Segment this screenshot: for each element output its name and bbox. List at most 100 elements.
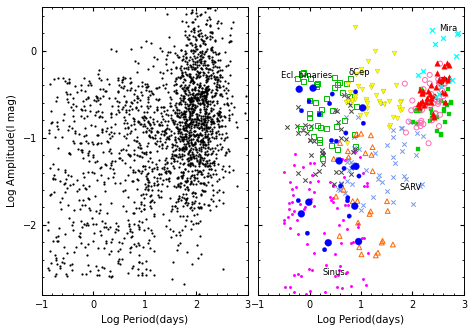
Point	[199, 120, 206, 125]
Point	[46, 130, 53, 136]
Point	[166, 95, 174, 100]
Point	[433, 70, 440, 75]
Point	[181, 99, 189, 105]
Point	[351, 204, 358, 209]
Point	[155, 181, 162, 187]
Point	[201, 62, 209, 67]
Point	[84, 262, 92, 268]
Point	[132, 205, 140, 210]
Point	[139, 164, 147, 169]
Point	[128, 128, 135, 134]
Point	[53, 262, 60, 267]
Point	[126, 130, 133, 136]
Point	[186, 161, 194, 166]
Point	[216, 75, 223, 80]
Point	[151, 140, 158, 145]
Point	[186, 112, 194, 118]
Point	[173, 199, 180, 205]
Point	[204, 179, 212, 184]
Point	[81, 125, 89, 131]
Point	[183, 184, 191, 190]
Point	[185, 148, 193, 154]
Point	[221, 114, 229, 120]
Point	[202, 77, 210, 82]
Point	[133, 69, 141, 75]
Point	[203, 74, 210, 79]
Point	[111, 158, 118, 163]
Point	[201, 151, 209, 156]
Point	[206, 5, 213, 11]
Point	[106, 147, 114, 152]
Point	[173, 208, 181, 213]
Point	[149, 135, 157, 141]
Point	[146, 199, 154, 204]
Point	[190, 117, 197, 122]
Point	[124, 172, 131, 177]
Point	[193, 159, 201, 164]
Point	[204, 118, 212, 123]
Point	[94, 245, 102, 251]
Point	[197, 123, 205, 128]
Point	[93, 142, 101, 147]
Point	[191, 29, 198, 35]
Point	[217, 114, 224, 119]
Point	[209, 199, 217, 204]
Point	[163, 126, 170, 132]
Point	[146, 267, 154, 273]
Point	[162, 82, 170, 87]
Point	[155, 171, 163, 177]
Point	[102, 162, 109, 167]
Point	[349, 199, 356, 204]
Point	[215, 197, 222, 202]
Point	[191, 212, 198, 217]
Point	[188, 207, 196, 212]
Point	[317, 125, 324, 130]
Point	[164, 123, 171, 128]
Point	[184, 136, 191, 141]
Point	[191, 145, 199, 150]
Point	[197, 91, 204, 96]
Point	[426, 72, 433, 78]
Point	[164, 89, 172, 94]
Point	[433, 114, 440, 120]
Point	[72, 103, 80, 109]
Point	[383, 189, 391, 194]
Point	[200, 96, 208, 101]
Point	[185, 125, 193, 130]
Point	[206, 124, 213, 129]
Point	[187, 94, 194, 100]
Point	[193, 125, 201, 130]
Point	[79, 202, 86, 208]
Point	[140, 121, 148, 126]
Point	[195, 125, 202, 130]
Point	[197, 52, 205, 58]
Point	[201, 58, 209, 63]
Point	[195, 169, 202, 174]
Point	[191, 172, 198, 177]
Point	[363, 106, 371, 111]
Point	[86, 207, 94, 212]
Point	[194, 95, 202, 100]
Point	[203, 159, 210, 164]
Point	[325, 238, 332, 243]
Point	[189, 61, 197, 67]
Point	[76, 207, 84, 212]
Point	[183, 250, 191, 255]
Point	[172, 110, 179, 116]
Point	[145, 188, 152, 193]
Point	[170, 163, 177, 169]
Point	[146, 122, 154, 127]
Point	[330, 156, 337, 161]
Point	[433, 128, 440, 134]
Point	[177, 92, 185, 98]
Point	[430, 101, 438, 106]
Point	[166, 226, 173, 231]
Point	[152, 141, 160, 147]
Point	[170, 121, 177, 126]
Point	[162, 139, 169, 145]
Point	[164, 113, 172, 118]
Point	[66, 262, 73, 267]
Point	[336, 80, 344, 85]
Point	[119, 77, 127, 82]
Point	[60, 245, 68, 250]
